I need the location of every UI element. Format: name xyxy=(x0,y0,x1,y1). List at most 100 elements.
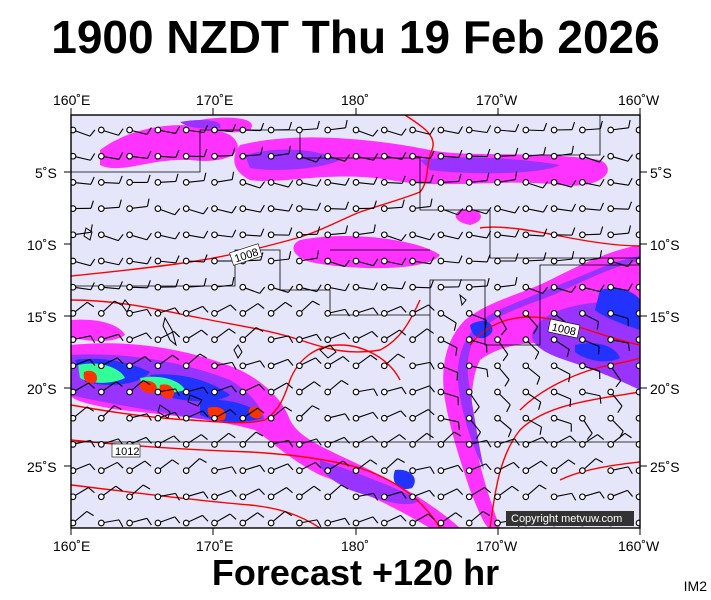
grid-point xyxy=(97,205,105,212)
grid-point xyxy=(154,414,162,422)
grid-point xyxy=(71,493,77,501)
wind-barb-feather xyxy=(485,463,492,471)
wind-barb-feather xyxy=(231,205,237,214)
lat-label-left: 20˚S xyxy=(27,381,57,397)
wind-barb-feather xyxy=(316,284,322,292)
wind-barb-feather xyxy=(231,362,237,370)
wind-barb-staff xyxy=(638,155,640,157)
wind-barb-feather xyxy=(373,176,378,185)
grid-point xyxy=(579,231,586,239)
wind-barb-feather xyxy=(174,307,181,315)
wind-barb-feather xyxy=(401,128,407,136)
grid-point xyxy=(352,310,360,317)
wind-barb-feather xyxy=(372,412,379,420)
wind-barb-feather xyxy=(453,431,462,437)
grid-point xyxy=(579,179,586,186)
grid-point xyxy=(154,257,162,265)
grid-point xyxy=(126,362,133,370)
lon-label-top: 180˚ xyxy=(341,92,370,108)
grid-point xyxy=(182,283,190,291)
wind-barb-feather xyxy=(230,385,237,393)
grid-point xyxy=(126,493,133,501)
grid-point xyxy=(409,283,416,291)
grid-point xyxy=(579,152,586,160)
grid-point xyxy=(409,336,416,343)
grid-point xyxy=(296,283,303,291)
grid-point xyxy=(635,519,640,527)
wind-barb-feather xyxy=(473,406,480,414)
grid-point xyxy=(182,362,190,370)
grid-point xyxy=(579,257,586,265)
wind-barb-feather xyxy=(118,175,123,184)
grid-point xyxy=(324,467,332,474)
grid-point xyxy=(380,519,388,527)
grid-point xyxy=(465,362,473,370)
grid-point xyxy=(494,336,501,343)
wind-barb-feather xyxy=(539,426,543,435)
grid-point xyxy=(550,414,558,422)
grid-point xyxy=(522,283,530,291)
grid-point xyxy=(182,519,190,527)
wind-barb-feather xyxy=(628,201,632,210)
wind-barb-feather xyxy=(627,283,633,291)
grid-point xyxy=(296,205,303,212)
grid-point xyxy=(380,336,388,343)
grid-point xyxy=(296,388,303,396)
grid-point xyxy=(635,152,640,160)
grid-point xyxy=(296,493,303,501)
rain-heavy-east xyxy=(393,288,640,490)
grid-point xyxy=(550,336,558,343)
grid-point xyxy=(182,152,190,160)
grid-point xyxy=(409,231,416,239)
grid-point xyxy=(607,257,615,265)
grid-point xyxy=(437,205,445,212)
grid-point xyxy=(71,205,77,212)
grid-point xyxy=(635,205,640,212)
wind-barb-feather xyxy=(372,258,379,266)
wind-barb-feather xyxy=(115,485,123,492)
grid-point xyxy=(635,414,640,422)
wind-barb-feather xyxy=(429,232,435,241)
grid-point xyxy=(522,310,530,317)
wind-barb-feather xyxy=(288,203,293,212)
wind-barb-feather xyxy=(401,257,407,266)
wind-barb-feather xyxy=(175,255,180,264)
wind-barb-feather xyxy=(313,485,321,492)
grid-point xyxy=(607,441,615,448)
wind-barb-feather xyxy=(617,405,623,414)
grid-point xyxy=(465,257,473,265)
wind-barb-feather xyxy=(502,354,509,362)
grid-point xyxy=(97,257,105,265)
wind-barb-feather xyxy=(371,435,379,442)
grid-point xyxy=(550,152,558,160)
wind-barb-feather xyxy=(203,125,209,133)
grid-point xyxy=(296,362,303,370)
wind-barb-feather xyxy=(286,487,293,494)
grid-point xyxy=(465,179,473,186)
grid-point xyxy=(550,257,558,265)
grid-point xyxy=(267,467,275,474)
wind-barb-staff xyxy=(638,495,640,498)
wind-barb-feather xyxy=(486,440,492,448)
wind-barb-feather xyxy=(657,224,658,232)
grid-point xyxy=(465,519,473,527)
wind-barb-feather xyxy=(259,465,266,473)
wind-barb-feather xyxy=(475,431,481,440)
grid-point xyxy=(126,152,133,160)
grid-point xyxy=(437,336,445,343)
wind-barb-feather xyxy=(344,177,350,186)
wind-barb-feather xyxy=(316,120,320,129)
grid-point xyxy=(239,152,247,160)
grid-point xyxy=(97,179,105,186)
wind-barb-feather xyxy=(486,278,490,287)
wind-barb-feather xyxy=(229,409,237,416)
lon-label-top: 170˚W xyxy=(476,92,518,108)
wind-barb-feather xyxy=(428,304,435,311)
grid-point xyxy=(71,388,77,396)
wind-barb-feather xyxy=(171,459,180,465)
wind-barb-feather xyxy=(627,154,633,162)
grid-point xyxy=(635,493,640,501)
grid-point xyxy=(522,493,530,501)
wind-barb-feather xyxy=(284,301,293,308)
grid-point xyxy=(239,310,247,317)
